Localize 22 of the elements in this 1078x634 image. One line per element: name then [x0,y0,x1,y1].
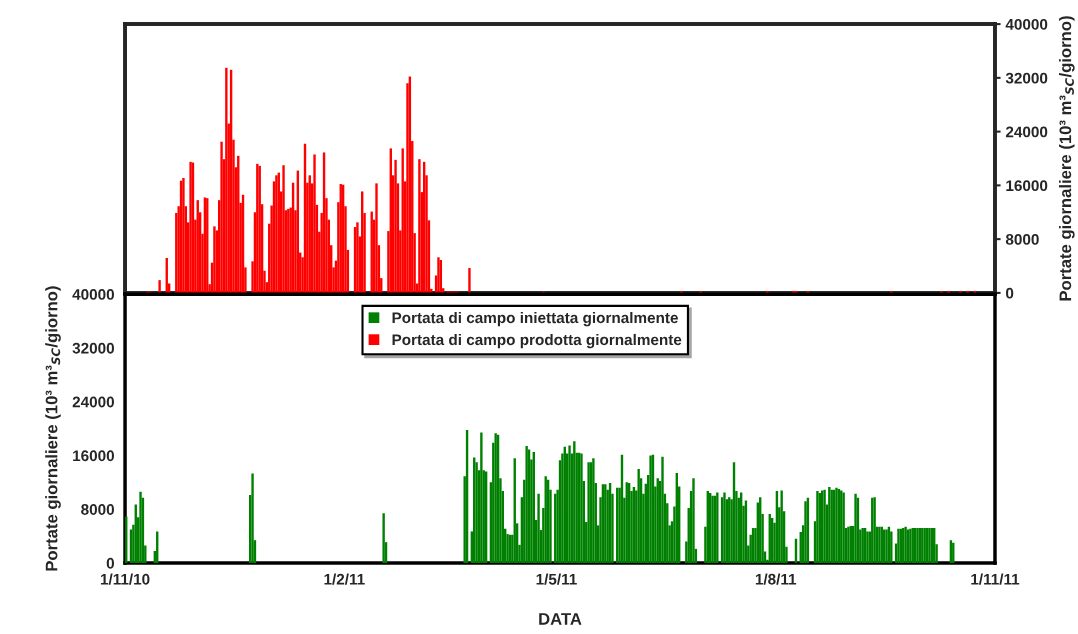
y2-tick-label: 0 [1006,287,1014,299]
y-tick-label: 8000 [81,504,115,515]
y2-axis-title: Portate giornaliere (10³ m³$_{SC}$/giorno) [1059,16,1075,301]
x-tick-label: 1/5/11 [536,573,577,585]
y-tick-label: 32000 [72,342,115,354]
y-tick-label: 0 [106,557,115,569]
x-tick-label: 1/11/11 [971,573,1020,585]
x-tick-label: 1/8/11 [755,573,797,585]
y-axis-title: Portate giornaliere (10³ m³$_{SC}$/giorno) [45,286,61,571]
x-tick-label: 1/2/11 [324,573,365,585]
x-tick-label: 1/11/10 [100,573,150,585]
y2-tick-label: 32000 [1005,72,1048,84]
legend-label: Portata di campo prodotta giornalmente [392,333,682,349]
x-axis-title: DATA [539,613,582,625]
legend-label: Portata di campo iniettata giornalmente [392,311,678,327]
y-tick-label: 16000 [73,450,115,462]
y2-tick-label: 16000 [1006,180,1048,192]
y2-tick-label: 8000 [1005,234,1039,245]
y2-tick-label: 40000 [1005,18,1048,30]
y2-tick-label: 24000 [1005,126,1048,138]
y-tick-label: 40000 [72,289,115,300]
y-tick-label: 24000 [72,396,115,408]
